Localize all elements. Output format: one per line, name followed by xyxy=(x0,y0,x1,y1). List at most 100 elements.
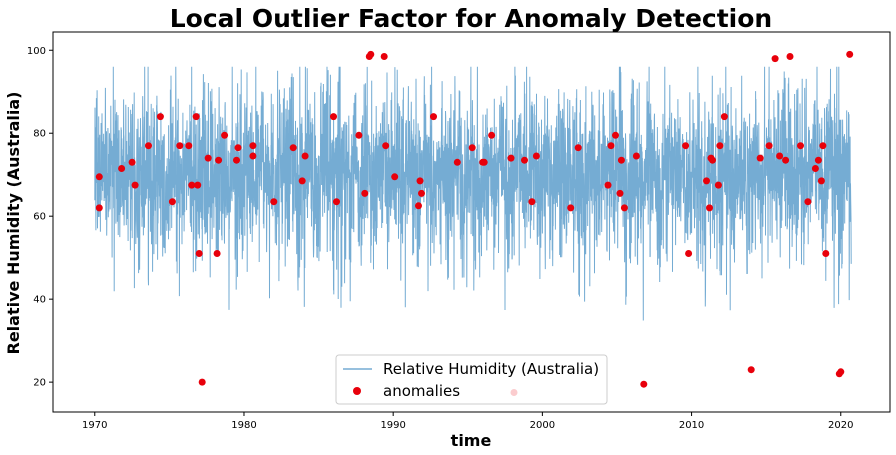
anomaly-point xyxy=(480,158,488,166)
anomaly-point xyxy=(453,158,461,166)
anomaly-point xyxy=(567,204,575,212)
y-tick-label: 80 xyxy=(33,129,46,140)
anomaly-point xyxy=(234,144,242,152)
anomaly-point xyxy=(298,177,306,185)
anomaly-point xyxy=(192,113,200,121)
anomaly-point xyxy=(198,378,206,386)
legend-label-anomalies: anomalies xyxy=(383,382,460,400)
anomaly-point xyxy=(521,156,528,164)
anomaly-point xyxy=(786,53,794,60)
anomaly-point xyxy=(270,198,278,206)
anomaly-point xyxy=(756,154,764,162)
anomaly-point xyxy=(782,156,790,164)
anomaly-point xyxy=(776,152,784,160)
y-axis: 20 40 60 80 100 xyxy=(27,46,53,389)
x-axis: 1970 1980 1990 2000 2010 2020 xyxy=(82,412,853,431)
anomaly-point xyxy=(430,113,437,121)
anomaly-point xyxy=(221,131,229,139)
anomaly-point xyxy=(128,158,136,166)
anomaly-point xyxy=(301,152,309,160)
anomaly-point xyxy=(720,113,728,121)
anomaly-point xyxy=(804,198,812,206)
anomaly-point xyxy=(612,131,619,139)
anomaly-point xyxy=(391,173,399,181)
anomaly-point xyxy=(822,250,830,257)
anomaly-point xyxy=(145,142,152,150)
x-tick-label: 2020 xyxy=(828,420,853,431)
anomaly-point xyxy=(415,202,422,210)
anomaly-point xyxy=(118,165,126,172)
y-axis-label: Relative Humidity (Australia) xyxy=(4,92,23,355)
anomaly-point xyxy=(714,181,722,189)
anomaly-point xyxy=(819,142,827,150)
anomaly-point xyxy=(418,189,425,197)
anomaly-point xyxy=(249,142,257,150)
anomaly-point xyxy=(716,142,724,150)
x-tick-label: 1980 xyxy=(231,420,256,431)
anomaly-point xyxy=(814,156,822,164)
anomaly-point xyxy=(188,181,196,189)
plot-area xyxy=(52,31,891,413)
anomaly-point xyxy=(607,142,615,150)
anomaly-point xyxy=(620,204,628,212)
anomaly-points xyxy=(95,50,854,396)
anomaly-point xyxy=(213,250,221,257)
anomaly-point xyxy=(194,181,202,189)
anomaly-point xyxy=(632,152,640,160)
anomaly-point xyxy=(233,156,240,164)
y-tick-label: 40 xyxy=(33,295,46,306)
anomaly-point xyxy=(131,181,139,189)
legend: Relative Humidity (Australia) anomalies xyxy=(335,354,608,405)
legend-marker-anomaly xyxy=(353,387,361,395)
legend-box xyxy=(335,354,608,405)
anomaly-point xyxy=(95,173,103,181)
x-tick-label: 1970 xyxy=(82,420,107,431)
anomaly-point xyxy=(617,156,625,164)
anomaly-point xyxy=(682,142,690,150)
anomaly-point xyxy=(176,142,184,150)
anomaly-point xyxy=(616,189,624,197)
anomaly-point xyxy=(488,131,496,139)
y-tick-label: 60 xyxy=(33,212,46,223)
anomaly-point xyxy=(532,152,540,160)
anomaly-point xyxy=(367,50,375,58)
anomaly-point xyxy=(330,113,337,121)
x-tick-label: 1990 xyxy=(380,420,405,431)
anomaly-point xyxy=(382,142,390,150)
anomaly-point xyxy=(333,198,340,206)
legend-label-humidity: Relative Humidity (Australia) xyxy=(383,360,599,378)
anomaly-point xyxy=(604,181,612,189)
anomaly-point xyxy=(95,204,103,212)
anomaly-point xyxy=(771,55,779,63)
anomaly-point xyxy=(528,198,536,206)
anomaly-point xyxy=(747,366,755,374)
anomaly-point xyxy=(846,50,854,58)
anomaly-point xyxy=(249,152,257,160)
anomaly-point xyxy=(507,154,515,162)
anomaly-point xyxy=(289,144,297,152)
anomaly-point xyxy=(837,368,845,376)
anomaly-point xyxy=(574,144,582,152)
anomaly-point xyxy=(765,142,773,150)
anomaly-point xyxy=(817,177,825,185)
anomaly-point xyxy=(380,53,388,60)
anomaly-point xyxy=(685,250,693,257)
anomaly-point xyxy=(706,204,713,212)
anomaly-point xyxy=(709,156,716,164)
anomaly-point xyxy=(168,198,176,206)
y-tick-label: 100 xyxy=(27,46,46,57)
anomaly-point xyxy=(361,189,369,197)
anomaly-point xyxy=(195,250,203,257)
anomaly-point xyxy=(797,142,804,150)
anomaly-point xyxy=(156,113,164,121)
plot-frame xyxy=(52,31,891,413)
anomaly-point xyxy=(703,177,710,185)
anomaly-point xyxy=(204,154,212,162)
anomaly-point xyxy=(215,156,223,164)
anomaly-point xyxy=(416,177,424,185)
anomaly-point xyxy=(811,165,819,172)
chart-title: Local Outlier Factor for Anomaly Detecti… xyxy=(170,4,772,33)
x-tick-label: 2000 xyxy=(530,420,555,431)
x-axis-label: time xyxy=(451,431,492,450)
